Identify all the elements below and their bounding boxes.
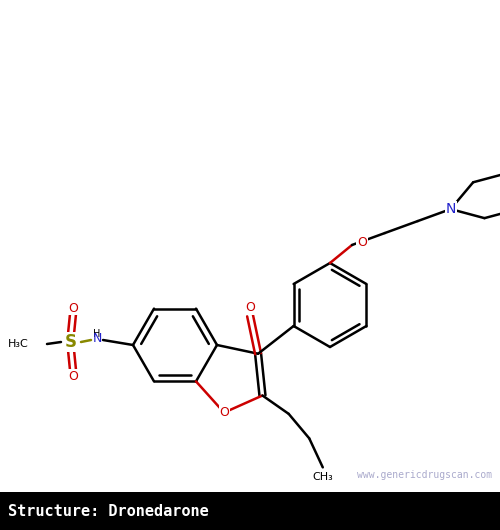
Text: N: N (446, 202, 456, 216)
Text: O: O (245, 301, 255, 314)
Text: Structure: Dronedarone: Structure: Dronedarone (8, 504, 209, 518)
Text: S: S (65, 333, 77, 351)
Text: H: H (92, 329, 100, 339)
Bar (0, 492, 500, 530)
Text: O: O (219, 406, 229, 419)
Text: O: O (68, 302, 78, 314)
Text: O: O (357, 235, 367, 249)
Text: www.genericdrugscan.com: www.genericdrugscan.com (357, 470, 492, 480)
Text: N: N (92, 332, 102, 346)
Text: O: O (68, 369, 78, 383)
Text: CH₃: CH₃ (312, 472, 333, 482)
Text: H₃C: H₃C (8, 339, 29, 349)
